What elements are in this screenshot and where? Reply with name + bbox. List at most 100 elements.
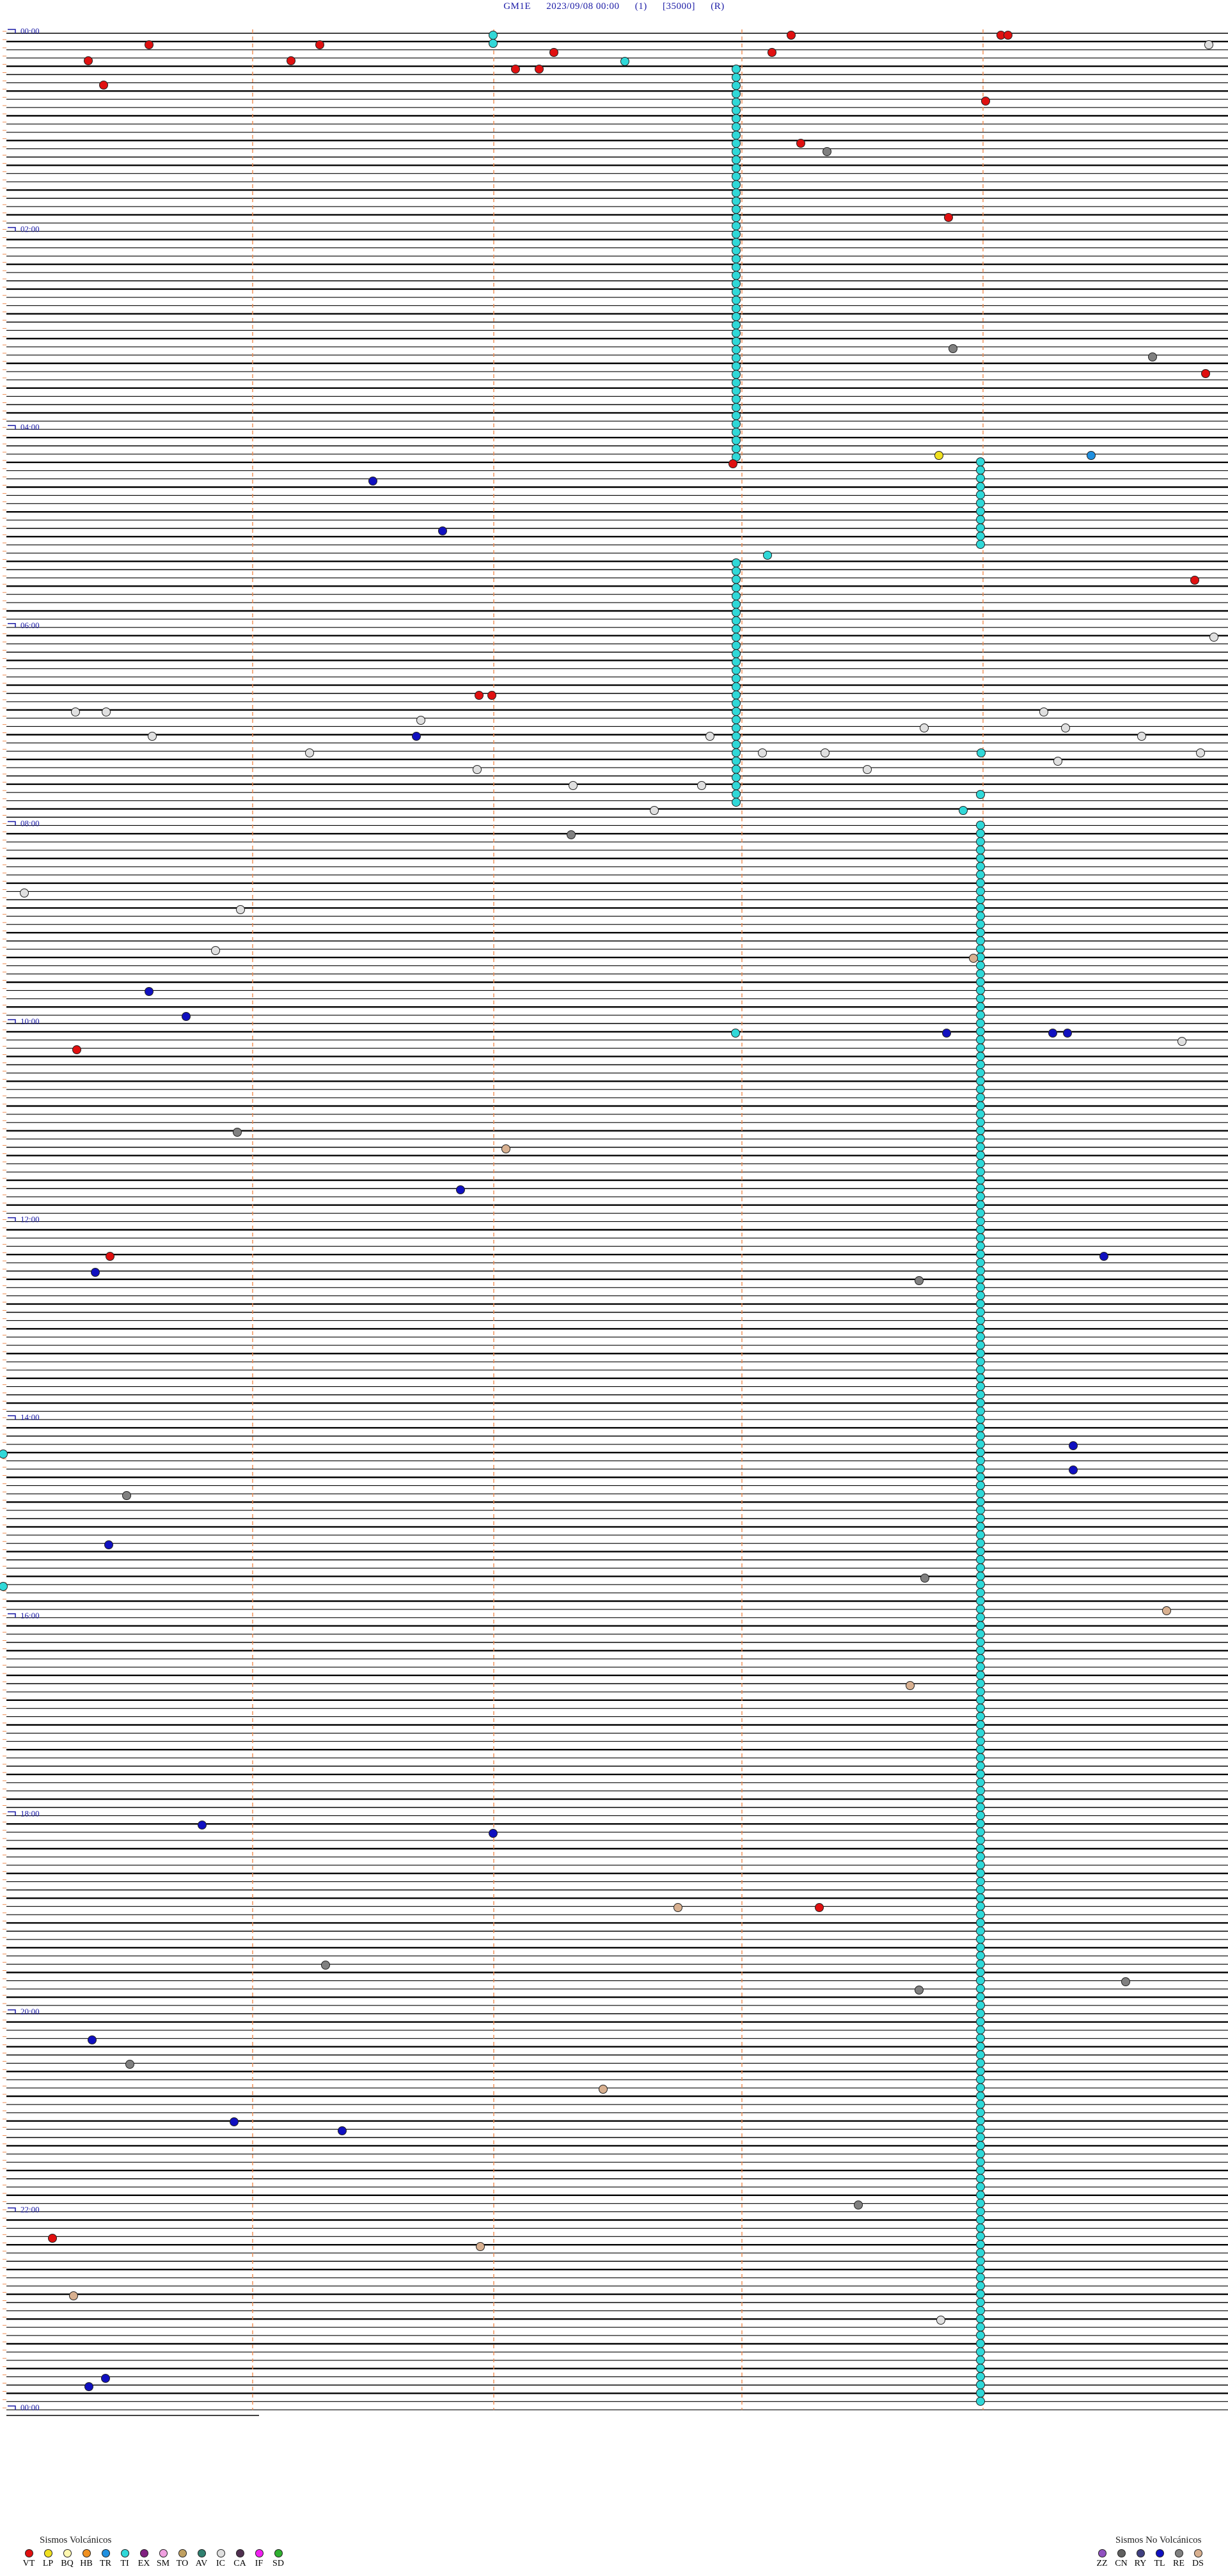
event-marker-ti xyxy=(732,674,741,683)
event-marker-ti xyxy=(976,1291,985,1300)
event-marker-ic xyxy=(758,748,767,757)
event-marker-ti xyxy=(976,895,985,905)
legend-item-av: AV xyxy=(192,2549,211,2568)
event-marker-vt xyxy=(981,97,990,106)
event-marker-ti xyxy=(976,887,985,896)
legend-swatch xyxy=(1098,2549,1106,2557)
legend-label: DS xyxy=(1192,2559,1204,2568)
event-marker-re xyxy=(915,1276,924,1285)
hour-bracket xyxy=(8,1613,16,1618)
event-marker-ds xyxy=(69,2291,78,2300)
event-marker-ti xyxy=(732,205,741,214)
event-marker-vt xyxy=(728,459,737,468)
hour-bracket xyxy=(8,1415,16,1420)
hour-bracket xyxy=(8,425,16,430)
event-marker-ti xyxy=(732,665,741,675)
event-marker-ti xyxy=(976,1943,985,1952)
hour-bracket xyxy=(8,1811,16,1816)
legend-swatch xyxy=(1136,2549,1145,2557)
event-marker-re xyxy=(854,2201,863,2209)
event-marker-ti xyxy=(976,1142,985,1152)
legend-item-ex: EX xyxy=(134,2549,154,2568)
time-label: 10:00 xyxy=(20,1016,40,1026)
event-marker-ti xyxy=(976,2099,985,2109)
legend-swatch xyxy=(120,2549,129,2557)
legend-volcanic-title: Sismos Volcánicos xyxy=(40,2535,112,2545)
event-marker-ti xyxy=(732,699,741,708)
event-marker-ti xyxy=(976,878,985,888)
event-marker-ti xyxy=(976,1893,985,1902)
event-marker-ti xyxy=(976,1654,985,1663)
minute-grid xyxy=(252,29,984,2410)
event-marker-ti xyxy=(976,1505,985,1515)
event-marker-ti xyxy=(732,599,741,609)
event-marker-ti xyxy=(976,1118,985,1127)
event-marker-ti xyxy=(732,122,741,132)
event-marker-ti xyxy=(732,773,741,782)
event-marker-vt xyxy=(99,81,108,90)
event-marker-ti xyxy=(976,1976,985,1985)
event-marker-ti xyxy=(732,411,741,420)
event-marker-tl xyxy=(198,1821,207,1829)
time-label: 22:00 xyxy=(20,2205,40,2215)
event-marker-ti xyxy=(976,1563,985,1572)
event-marker-ti xyxy=(976,1984,985,1993)
time-label: 08:00 xyxy=(20,818,40,828)
event-marker-ti xyxy=(732,641,741,650)
event-marker-ti xyxy=(732,419,741,429)
event-marker-ti xyxy=(732,657,741,667)
event-marker-ti xyxy=(976,1183,985,1193)
time-label: 16:00 xyxy=(20,1611,40,1620)
event-marker-ti xyxy=(976,473,985,483)
event-marker-ti xyxy=(976,2240,985,2249)
event-marker-vt xyxy=(106,1252,114,1261)
event-marker-ti xyxy=(976,2034,985,2043)
legend-label: IC xyxy=(216,2559,225,2568)
event-marker-ti xyxy=(976,482,985,491)
event-marker-tl xyxy=(230,2117,239,2126)
event-marker-ti xyxy=(976,2025,985,2035)
event-marker-ti xyxy=(732,262,741,272)
event-marker-vt xyxy=(1004,31,1012,40)
event-marker-ti xyxy=(976,515,985,525)
event-marker-ti xyxy=(976,1530,985,1540)
legend-label: IF xyxy=(255,2559,264,2568)
event-marker-ti xyxy=(976,1769,985,1779)
event-marker-ti xyxy=(976,490,985,500)
legend-swatch xyxy=(235,2549,244,2557)
event-marker-vt xyxy=(315,40,324,49)
event-marker-ti xyxy=(976,977,985,987)
event-marker-ti xyxy=(976,2330,985,2340)
event-marker-ti xyxy=(976,1175,985,1185)
record-datetime: 2023/09/08 00:00 xyxy=(546,1,620,12)
event-marker-ti xyxy=(976,936,985,945)
event-marker-ti xyxy=(976,870,985,880)
event-marker-ti xyxy=(976,1703,985,1713)
event-marker-ds xyxy=(906,1681,915,1690)
event-marker-vt xyxy=(549,48,558,57)
event-marker-ti xyxy=(976,2355,985,2365)
event-marker-ti xyxy=(732,254,741,264)
event-marker-ti xyxy=(976,1084,985,1094)
event-marker-ti xyxy=(976,1134,985,1144)
event-marker-tl xyxy=(104,1540,113,1549)
event-marker-re xyxy=(823,147,831,156)
event-marker-re xyxy=(1148,352,1157,361)
seismic-traces xyxy=(3,31,1228,2416)
event-marker-ti xyxy=(976,1093,985,1102)
time-label: 18:00 xyxy=(20,1808,40,1818)
event-marker-ti xyxy=(976,2264,985,2274)
legend-swatch xyxy=(82,2549,91,2557)
event-marker-ti xyxy=(976,2165,985,2175)
amplitude-scale: [35000] xyxy=(663,1,696,12)
event-marker-ic xyxy=(1053,757,1062,766)
event-marker-ti xyxy=(976,1340,985,1350)
event-marker-ti xyxy=(732,213,741,223)
event-marker-ic xyxy=(821,748,830,757)
hour-bracket xyxy=(8,29,16,33)
event-marker-ti xyxy=(976,498,985,508)
event-marker-ds xyxy=(599,2085,608,2094)
event-marker-ic xyxy=(416,716,425,725)
event-marker-ic xyxy=(936,2316,945,2325)
